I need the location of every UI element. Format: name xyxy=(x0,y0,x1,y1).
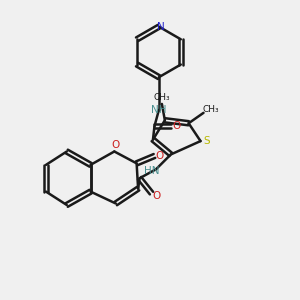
Text: S: S xyxy=(204,136,210,146)
Text: O: O xyxy=(112,140,120,150)
Text: N: N xyxy=(157,22,164,32)
Text: O: O xyxy=(153,191,161,201)
Text: O: O xyxy=(172,121,180,131)
Text: O: O xyxy=(156,151,164,161)
Text: NH: NH xyxy=(151,105,167,115)
Text: HN: HN xyxy=(144,166,159,176)
Text: CH₃: CH₃ xyxy=(202,105,219,114)
Text: CH₃: CH₃ xyxy=(154,94,170,103)
